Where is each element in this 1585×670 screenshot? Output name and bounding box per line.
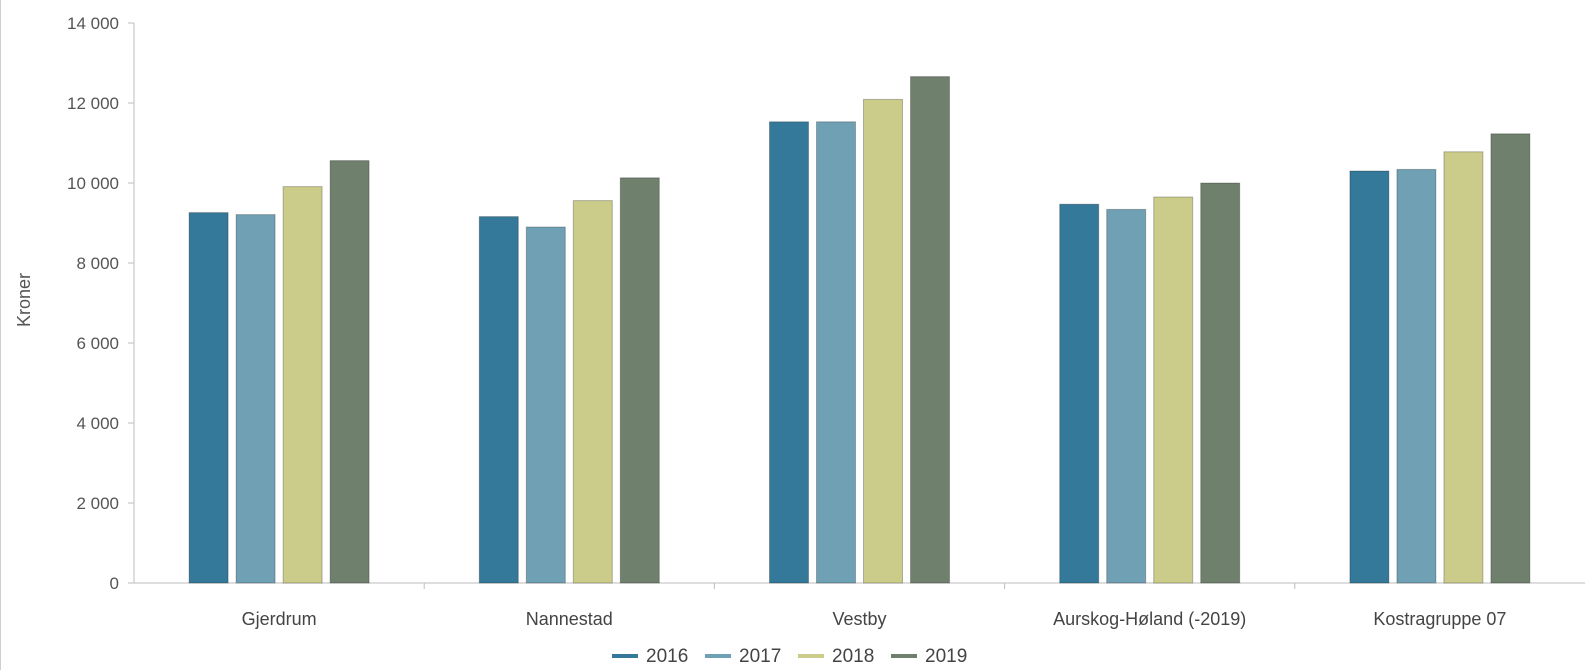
- bar[interactable]: [1059, 203, 1100, 584]
- bar[interactable]: [572, 200, 613, 584]
- legend-label: 2017: [739, 646, 781, 667]
- y-tick-label: 0: [110, 574, 119, 593]
- y-tick-label: 14 000: [67, 14, 119, 33]
- legend-label: 2016: [646, 646, 688, 667]
- bar[interactable]: [1200, 182, 1241, 584]
- legend-item[interactable]: 2016: [612, 646, 688, 667]
- legend-label: 2019: [925, 646, 967, 667]
- legend-item[interactable]: 2018: [798, 646, 874, 667]
- bar[interactable]: [1443, 151, 1484, 584]
- legend-label: 2018: [832, 646, 874, 667]
- category-label: Nannestad: [526, 609, 613, 629]
- bar[interactable]: [1153, 196, 1194, 584]
- bar[interactable]: [478, 216, 519, 584]
- chart-frame-border: [0, 0, 1, 670]
- bar[interactable]: [188, 212, 229, 584]
- y-tick-label: 2 000: [76, 494, 119, 513]
- legend-item[interactable]: 2019: [891, 646, 967, 667]
- x-axis: Gjerdrum Nannestad Vestby Aurskog-Høland (-…: [134, 582, 1585, 629]
- y-tick-label: 6 000: [76, 334, 119, 353]
- legend[interactable]: 2016 2017 2018 2019: [612, 646, 967, 667]
- legend-swatch: [798, 654, 824, 658]
- bar[interactable]: [910, 76, 950, 584]
- category-label: Gjerdrum: [242, 609, 317, 629]
- legend-swatch: [705, 654, 731, 658]
- bar[interactable]: [863, 98, 903, 584]
- y-tick-label: 10 000: [67, 174, 119, 193]
- bar[interactable]: [525, 226, 566, 584]
- bar[interactable]: [329, 160, 370, 584]
- legend-swatch: [612, 654, 638, 658]
- bar[interactable]: [619, 177, 660, 584]
- y-axis-title: Kroner: [14, 273, 34, 327]
- y-tick-label: 8 000: [76, 254, 119, 273]
- bar[interactable]: [282, 186, 323, 584]
- bar[interactable]: [769, 121, 809, 584]
- y-axis: 0 2 000 4 000 6 000 8 000 10 000 12 000 14 000: [67, 14, 135, 593]
- legend-swatch: [891, 654, 917, 658]
- y-tick-label: 12 000: [67, 94, 119, 113]
- category-label: Kostragruppe 07: [1373, 609, 1506, 629]
- bar[interactable]: [1106, 208, 1147, 584]
- bars: [188, 76, 1531, 584]
- y-tick-label: 4 000: [76, 414, 119, 433]
- category-label: Vestby: [832, 609, 886, 629]
- bar[interactable]: [1349, 170, 1390, 584]
- bar[interactable]: [1396, 168, 1437, 584]
- bar[interactable]: [816, 121, 856, 584]
- category-label: Aurskog-Høland (-2019): [1053, 609, 1246, 629]
- legend-item[interactable]: 2017: [705, 646, 781, 667]
- bar[interactable]: [1490, 133, 1531, 584]
- bar[interactable]: [235, 214, 276, 584]
